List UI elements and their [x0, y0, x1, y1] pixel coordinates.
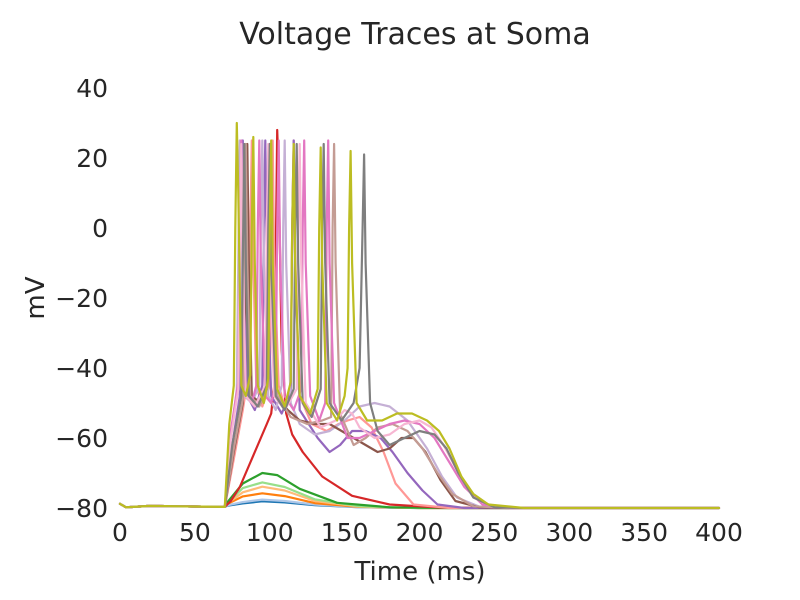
voltage-trace-8	[118, 139, 721, 510]
y-axis-label: mV	[21, 276, 51, 319]
x-axis-label: Time (ms)	[353, 557, 485, 587]
voltage-trace-12	[118, 139, 721, 510]
x-tick-label: 300	[545, 518, 593, 547]
y-tick-label: 20	[76, 144, 108, 173]
y-tick-labels: −80 −60 −40 −20 0 20 40	[55, 74, 108, 523]
y-tick-label: −40	[55, 354, 108, 383]
x-tick-label: 200	[396, 518, 444, 547]
y-tick-label: 40	[76, 74, 108, 103]
y-tick-label: 0	[92, 214, 108, 243]
chart-title: Voltage Traces at Soma	[239, 17, 591, 52]
voltage-trace-13	[118, 142, 721, 510]
x-tick-label: 0	[112, 518, 128, 547]
voltage-traces	[118, 121, 721, 510]
voltage-trace-7	[118, 139, 721, 510]
x-tick-label: 50	[179, 518, 211, 547]
x-tick-label: 400	[695, 518, 743, 547]
voltage-trace-9	[118, 139, 721, 510]
voltage-trace-14	[118, 142, 721, 510]
voltage-trace-10	[118, 142, 721, 510]
x-tick-label: 250	[471, 518, 519, 547]
y-tick-label: −80	[55, 494, 108, 523]
voltage-trace-6	[118, 128, 721, 510]
x-tick-label: 150	[321, 518, 369, 547]
x-tick-label: 100	[246, 518, 294, 547]
voltage-trace-15	[118, 121, 721, 510]
x-tick-label: 350	[620, 518, 668, 547]
voltage-trace-11	[118, 142, 721, 510]
x-tick-labels: 0 50 100 150 200 250 300 350 400	[112, 518, 743, 547]
y-tick-label: −20	[55, 284, 108, 313]
voltage-trace-5	[118, 471, 721, 510]
y-tick-label: −60	[55, 424, 108, 453]
